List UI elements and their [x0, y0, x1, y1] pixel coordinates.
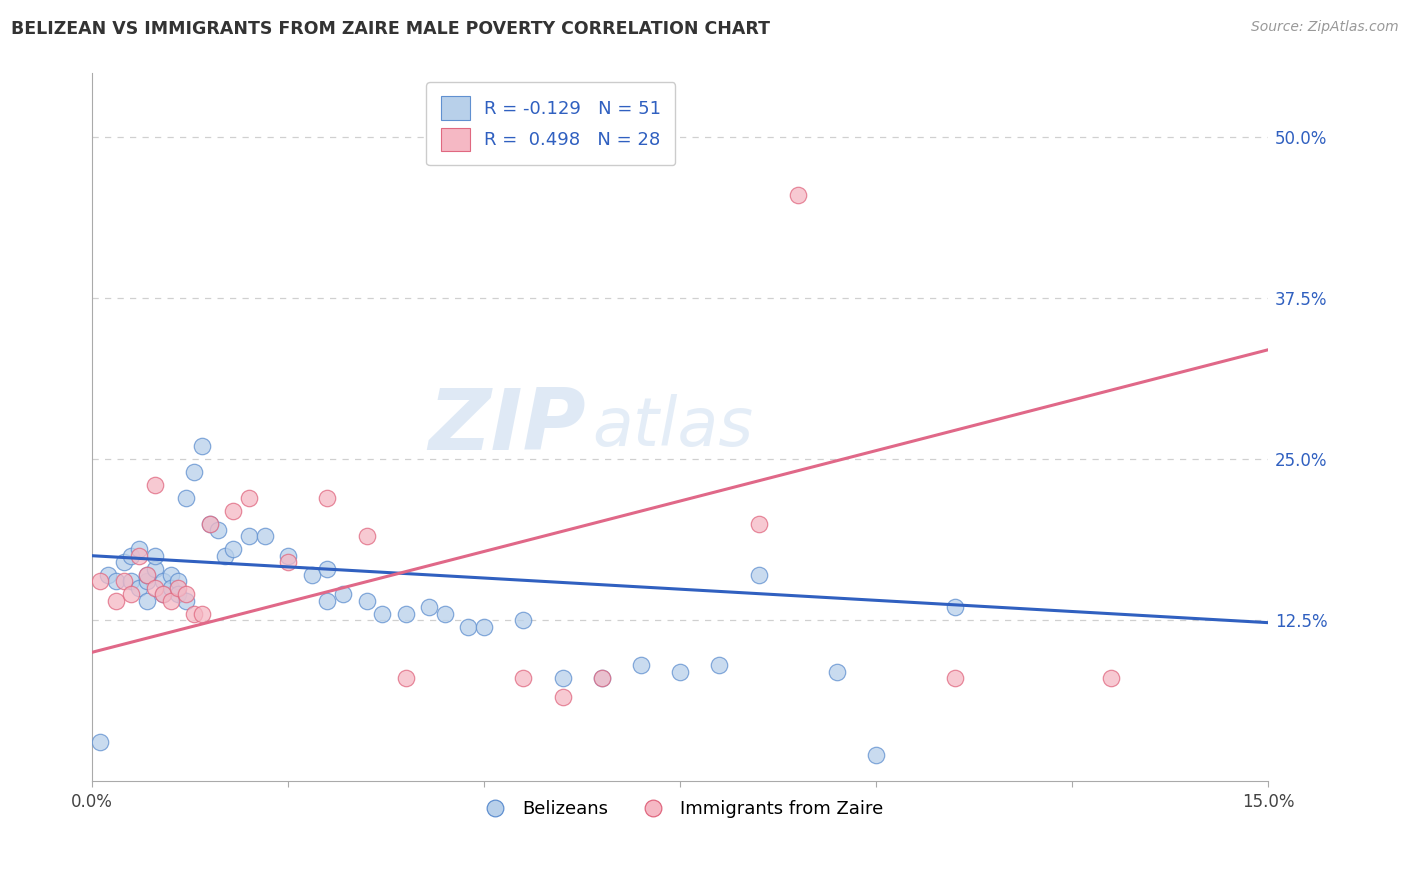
Point — [191, 607, 214, 621]
Point — [128, 581, 150, 595]
Point — [512, 613, 534, 627]
Point — [136, 568, 159, 582]
Point — [630, 658, 652, 673]
Point — [786, 188, 808, 202]
Point — [120, 549, 142, 563]
Point — [104, 594, 127, 608]
Text: ZIP: ZIP — [429, 385, 586, 468]
Text: Source: ZipAtlas.com: Source: ZipAtlas.com — [1251, 20, 1399, 34]
Point — [174, 491, 197, 505]
Point — [748, 568, 770, 582]
Point — [433, 607, 456, 621]
Point — [356, 594, 378, 608]
Point — [136, 574, 159, 589]
Point — [152, 574, 174, 589]
Point — [316, 594, 339, 608]
Point — [332, 587, 354, 601]
Point — [198, 516, 221, 531]
Point — [183, 465, 205, 479]
Point — [551, 690, 574, 705]
Point — [825, 665, 848, 679]
Point — [238, 491, 260, 505]
Point — [253, 529, 276, 543]
Point — [104, 574, 127, 589]
Point — [748, 516, 770, 531]
Point — [89, 574, 111, 589]
Point — [277, 549, 299, 563]
Legend: Belizeans, Immigrants from Zaire: Belizeans, Immigrants from Zaire — [470, 793, 890, 825]
Point — [143, 549, 166, 563]
Point — [112, 555, 135, 569]
Point — [943, 600, 966, 615]
Point — [174, 594, 197, 608]
Point — [709, 658, 731, 673]
Text: atlas: atlas — [592, 394, 754, 460]
Point — [316, 561, 339, 575]
Point — [167, 587, 190, 601]
Point — [136, 568, 159, 582]
Point — [301, 568, 323, 582]
Point — [143, 581, 166, 595]
Point — [356, 529, 378, 543]
Point — [214, 549, 236, 563]
Point — [159, 581, 181, 595]
Point — [591, 671, 613, 685]
Point — [167, 581, 190, 595]
Point — [238, 529, 260, 543]
Point — [112, 574, 135, 589]
Point — [159, 594, 181, 608]
Text: BELIZEAN VS IMMIGRANTS FROM ZAIRE MALE POVERTY CORRELATION CHART: BELIZEAN VS IMMIGRANTS FROM ZAIRE MALE P… — [11, 20, 770, 37]
Point — [1099, 671, 1122, 685]
Point — [591, 671, 613, 685]
Point — [152, 587, 174, 601]
Point — [222, 542, 245, 557]
Point — [395, 607, 418, 621]
Point — [472, 619, 495, 633]
Point — [120, 574, 142, 589]
Point — [174, 587, 197, 601]
Point — [669, 665, 692, 679]
Point — [371, 607, 394, 621]
Point — [512, 671, 534, 685]
Point — [277, 555, 299, 569]
Point — [159, 568, 181, 582]
Point — [191, 439, 214, 453]
Point — [418, 600, 440, 615]
Point — [183, 607, 205, 621]
Point — [89, 735, 111, 749]
Point — [222, 503, 245, 517]
Point — [551, 671, 574, 685]
Point — [152, 587, 174, 601]
Point — [97, 568, 120, 582]
Point — [128, 542, 150, 557]
Point — [136, 594, 159, 608]
Point — [143, 561, 166, 575]
Point — [865, 748, 887, 763]
Point — [198, 516, 221, 531]
Point — [143, 478, 166, 492]
Point — [943, 671, 966, 685]
Point — [207, 523, 229, 537]
Point — [316, 491, 339, 505]
Point — [167, 574, 190, 589]
Point — [128, 549, 150, 563]
Point — [457, 619, 479, 633]
Point — [395, 671, 418, 685]
Point — [120, 587, 142, 601]
